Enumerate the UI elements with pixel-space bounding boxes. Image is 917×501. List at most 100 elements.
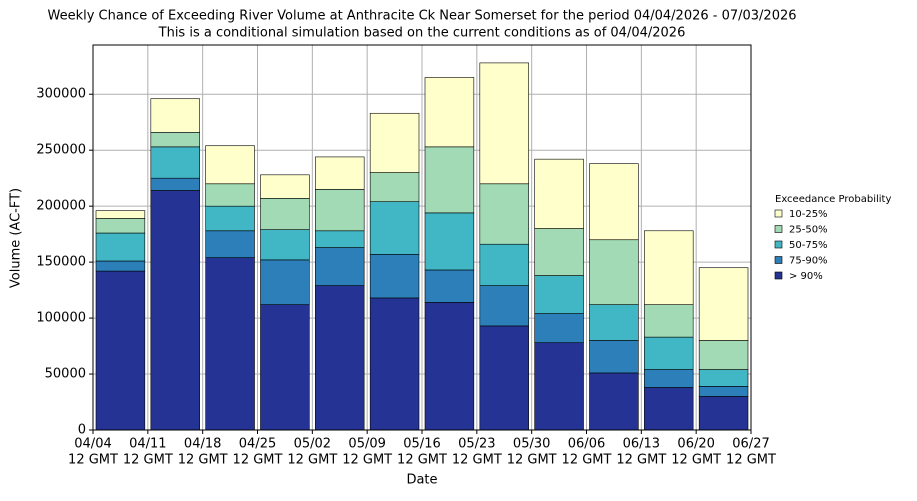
legend-swatch: [774, 225, 783, 233]
bar-segment: [644, 230, 694, 305]
y-tick-label: 200000: [36, 199, 86, 214]
y-tick-label: 50000: [45, 367, 86, 382]
y-axis-label: Volume (AC-FT): [9, 188, 24, 288]
legend-swatch: [774, 271, 783, 280]
bar-segment: [95, 270, 146, 431]
bar-segment: [589, 372, 639, 431]
bar-segment: [534, 158, 584, 229]
x-tick-label: 12 GMT: [287, 453, 337, 468]
x-tick-label: 05/23: [458, 437, 495, 452]
x-tick-label: 12 GMT: [726, 453, 776, 468]
bar-segment: [95, 218, 146, 234]
legend-swatch: [774, 240, 783, 249]
bar-segment: [589, 340, 639, 374]
x-tick-label: 12 GMT: [178, 453, 228, 468]
bar-segment: [644, 387, 694, 431]
x-tick-label: 12 GMT: [123, 453, 173, 468]
x-tick-label: 06/06: [568, 437, 605, 452]
bar-segment: [479, 325, 529, 431]
bar-segment: [315, 285, 365, 431]
bar-segment: [534, 228, 584, 276]
bar-segment: [698, 386, 749, 397]
bar-segment: [315, 247, 365, 286]
x-tick-label: 04/11: [129, 437, 166, 452]
bar-segment: [150, 98, 200, 133]
bar-segment: [150, 177, 200, 191]
bar-segment: [150, 190, 200, 431]
bar-segment: [479, 183, 529, 245]
legend-label: 75-90%: [789, 256, 828, 267]
bar-segment: [424, 77, 475, 148]
bar-segment: [698, 267, 749, 341]
x-tick-label: 12 GMT: [671, 453, 721, 468]
x-tick-label: 04/04: [74, 437, 111, 452]
bar-segment: [205, 257, 255, 431]
y-tick-label: 150000: [36, 255, 86, 270]
x-tick-label: 05/16: [403, 437, 440, 452]
bar-segment: [260, 198, 310, 230]
bar-segment: [95, 210, 146, 219]
bar-segment: [369, 201, 420, 255]
x-tick-label: 12 GMT: [452, 453, 502, 468]
bar-segment: [479, 62, 529, 185]
x-tick-label: 12 GMT: [68, 453, 118, 468]
y-tick-label: 300000: [36, 87, 86, 102]
bar-segment: [369, 172, 420, 202]
chart-title: Weekly Chance of Exceeding River Volume …: [47, 9, 796, 24]
x-axis-label: Date: [406, 473, 437, 488]
bar-segment: [698, 369, 749, 387]
bar-segment: [95, 260, 146, 272]
x-tick-label: 06/20: [677, 437, 714, 452]
legend-label: 25-50%: [789, 225, 828, 236]
x-tick-label: 12 GMT: [507, 453, 557, 468]
x-tick-label: 05/02: [294, 437, 331, 452]
bar-segment: [534, 313, 584, 344]
bar-segment: [479, 285, 529, 327]
x-tick-label: 12 GMT: [616, 453, 666, 468]
bar-segment: [260, 229, 310, 261]
bar-segment: [589, 163, 639, 241]
x-tick-label: 04/25: [239, 437, 276, 452]
plot-frame: [92, 44, 752, 431]
bar-segment: [260, 259, 310, 305]
bar-segment: [205, 183, 255, 207]
bar-segment: [644, 336, 694, 370]
bar-segment: [589, 304, 639, 341]
x-tick-label: 06/27: [732, 437, 769, 452]
bar-segment: [424, 269, 475, 303]
chart-subtitle: This is a conditional simulation based o…: [158, 26, 686, 41]
legend-swatch: [774, 209, 783, 218]
legend-label: 50-75%: [789, 240, 828, 251]
bar-segment: [534, 275, 584, 314]
bar-segment: [260, 174, 310, 199]
bar-segment: [315, 230, 365, 248]
bar-segment: [369, 253, 420, 299]
bar-segment: [424, 146, 475, 214]
bar-segment: [205, 205, 255, 232]
bar-segment: [150, 146, 200, 179]
x-tick-label: 12 GMT: [397, 453, 447, 468]
bar-segment: [95, 232, 146, 262]
bar-segment: [644, 304, 694, 338]
bar-segment: [205, 230, 255, 258]
y-tick-label: 250000: [36, 143, 86, 158]
bar-segment: [315, 156, 365, 190]
x-tick-label: 05/09: [348, 437, 385, 452]
bar-segment: [369, 112, 420, 173]
x-tick-label: 05/30: [513, 437, 550, 452]
x-tick-label: 06/13: [623, 437, 660, 452]
legend-title: Exceedance Probability: [775, 194, 891, 205]
legend-label: > 90%: [789, 271, 823, 282]
bar-segment: [479, 243, 529, 286]
x-tick-label: 04/18: [184, 437, 221, 452]
legend-label: 10-25%: [789, 209, 828, 220]
bar-segment: [534, 342, 584, 431]
x-tick-label: 12 GMT: [562, 453, 612, 468]
x-tick-label: 12 GMT: [233, 453, 283, 468]
y-tick-label: 0: [78, 423, 86, 438]
bar-segment: [644, 369, 694, 388]
bar-segment: [424, 302, 475, 431]
bar-segment: [589, 239, 639, 305]
bar-segment: [260, 304, 310, 431]
